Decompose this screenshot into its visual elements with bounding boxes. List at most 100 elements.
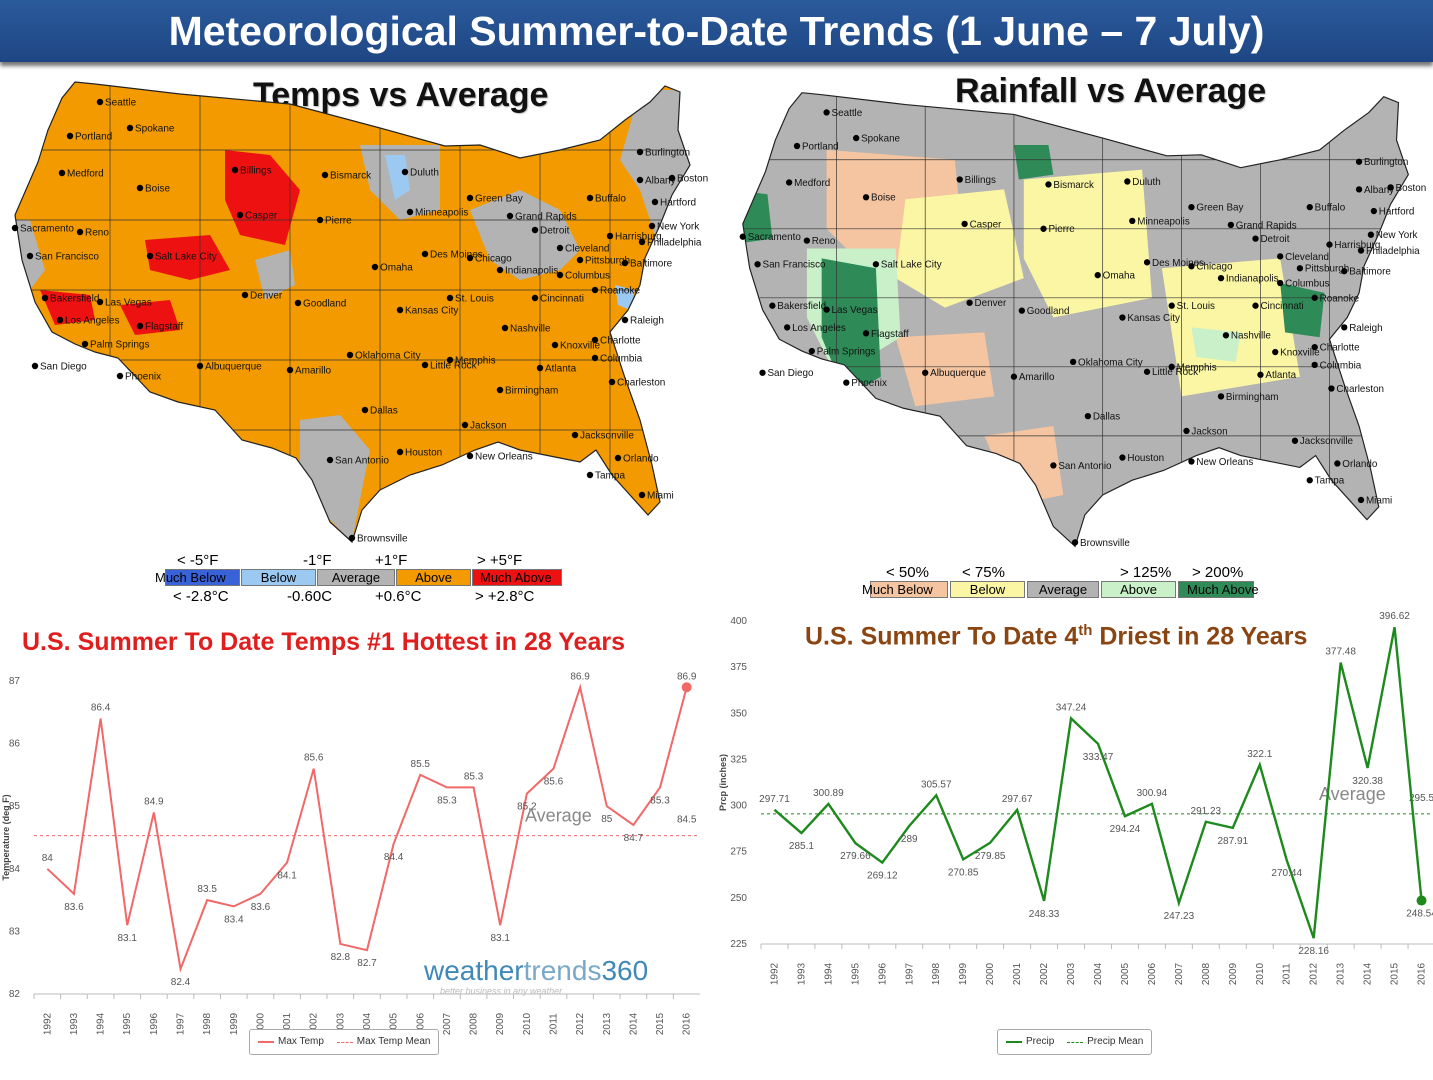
city-marker: Kansas City	[396, 306, 458, 317]
y-tick-label: 84	[9, 864, 21, 875]
city-label: Grand Rapids	[515, 212, 577, 223]
city-marker: Jacksonville	[571, 431, 634, 442]
below-average-region-duluth	[385, 155, 410, 200]
legend-swatch-much-above	[472, 569, 562, 586]
city-marker: Harrisburg	[1326, 240, 1380, 251]
x-tick-label: 2000	[985, 962, 996, 985]
city-label: Philadelphia	[647, 238, 702, 249]
city-label: Memphis	[455, 356, 496, 367]
y-tick-label: 87	[9, 676, 21, 687]
city-label: Los Angeles	[792, 323, 846, 334]
city-labels: Seattle Spokane Portland Medford Boise Sacram…	[739, 108, 1426, 549]
city-label: Burlington	[645, 148, 690, 159]
city-label: Portland	[75, 132, 112, 143]
city-label: Duluth	[410, 168, 439, 179]
city-label: Sacramento	[20, 224, 74, 235]
city-marker: Salt Lake City	[146, 252, 217, 263]
legend-series-max-temp: Max Temp	[278, 1036, 324, 1047]
city-marker: Portland	[66, 132, 112, 143]
legend-bottom-label: -0.60C	[287, 588, 333, 605]
city-marker: Hartford	[651, 198, 696, 209]
city-marker: Indianapolis	[496, 266, 558, 277]
city-marker: Seattle	[96, 98, 137, 109]
data-label: 279.66	[840, 851, 871, 862]
city-label: St. Louis	[455, 294, 494, 305]
y-tick-label: 82	[9, 989, 21, 1000]
city-label: Las Vegas	[105, 298, 152, 309]
much-above-region-north-dakota	[1013, 144, 1054, 180]
city-marker: Reno	[803, 236, 836, 247]
city-marker: Harrisburg	[606, 232, 662, 243]
city-marker: Little Rock	[421, 361, 478, 372]
state-borders	[15, 82, 690, 542]
city-label: Cleveland	[1285, 252, 1329, 263]
x-tick-label: 2009	[495, 1012, 506, 1035]
city-marker: Albuquerque	[922, 368, 987, 379]
legend-swatch-below: Below	[950, 581, 1025, 598]
legend-swatch-much-below	[870, 581, 948, 598]
city-marker: Seattle	[823, 108, 863, 119]
city-marker: Minneapolis	[406, 208, 468, 219]
x-tick-label: 2003	[1066, 962, 1077, 985]
city-label: Jackson	[470, 421, 507, 432]
city-label: Bakersfield	[50, 294, 99, 305]
data-label: 85.3	[437, 795, 457, 806]
city-marker: Phoenix	[843, 378, 887, 389]
legend-top-label: -1°F	[303, 552, 332, 569]
city-label: Raleigh	[630, 316, 664, 327]
city-marker: Sacramento	[739, 232, 801, 243]
city-marker: Omaha	[371, 263, 413, 274]
legend-top-label: > 200%	[1192, 564, 1244, 581]
average-region-south-texas	[300, 415, 370, 542]
legend-top-label: > 125%	[1120, 564, 1172, 581]
city-label: Nashville	[1231, 331, 1272, 342]
city-marker: Cleveland	[1277, 252, 1329, 263]
data-label: 82.8	[331, 952, 351, 963]
city-label: Columbia	[600, 354, 643, 365]
city-label: Raleigh	[1349, 323, 1382, 334]
x-tick-label: 2006	[1147, 962, 1158, 985]
x-tick-label: 2016	[1417, 962, 1428, 985]
x-tick-label: 2006	[415, 1012, 426, 1035]
x-tick-label: 2014	[628, 1012, 639, 1035]
data-point[interactable]	[1416, 895, 1427, 906]
data-label: 86.4	[91, 703, 111, 714]
city-label: Boston	[677, 174, 708, 185]
city-label: Denver	[975, 298, 1007, 309]
data-point[interactable]	[681, 682, 692, 693]
much-above-region-bakersfield	[40, 290, 95, 325]
temp-map-legend: < -5°F -1°F +1°F > +5°F Much Below Below…	[155, 552, 575, 612]
y-tick-label: 225	[730, 939, 747, 950]
y-axis-label: Temperature (deg F)	[1, 794, 11, 880]
city-marker: Chicago	[466, 254, 512, 265]
city-marker: Bismarck	[1045, 180, 1094, 191]
data-label: 85.6	[304, 753, 324, 764]
x-tick-label: 2002	[1039, 962, 1050, 985]
data-label: 83.5	[197, 884, 217, 895]
data-label: 297.67	[1002, 794, 1033, 805]
rain-chart-legend[interactable]: Precip Precip Mean	[997, 1029, 1153, 1055]
city-label: Miami	[647, 491, 674, 502]
city-marker: Jackson	[1183, 426, 1228, 437]
below-region-southeast	[1161, 258, 1300, 397]
city-label: Charleston	[1336, 384, 1384, 395]
y-tick-label: 375	[730, 662, 747, 673]
city-marker: St. Louis	[446, 294, 494, 305]
city-label: Charleston	[617, 378, 665, 389]
city-marker: Casper	[236, 211, 278, 222]
temp-chart-legend[interactable]: Max Temp Max Temp Mean	[249, 1029, 440, 1055]
data-label: 84.7	[624, 833, 644, 844]
mean-label: 295.5	[1409, 793, 1433, 804]
x-tick-label: 2010	[522, 1012, 533, 1035]
city-marker: Des Moines	[1143, 258, 1204, 269]
city-marker: Kansas City	[1119, 313, 1180, 324]
city-marker: Columbia	[1311, 360, 1362, 371]
city-marker: Detroit	[531, 226, 570, 237]
data-label: 86.9	[677, 671, 697, 682]
city-label: Buffalo	[595, 194, 626, 205]
city-label: Albany	[1364, 185, 1394, 196]
below-region-plains	[1023, 169, 1152, 318]
data-label: 85.2	[517, 802, 537, 813]
city-label: St. Louis	[1177, 301, 1215, 312]
city-marker: San Francisco	[26, 252, 99, 263]
